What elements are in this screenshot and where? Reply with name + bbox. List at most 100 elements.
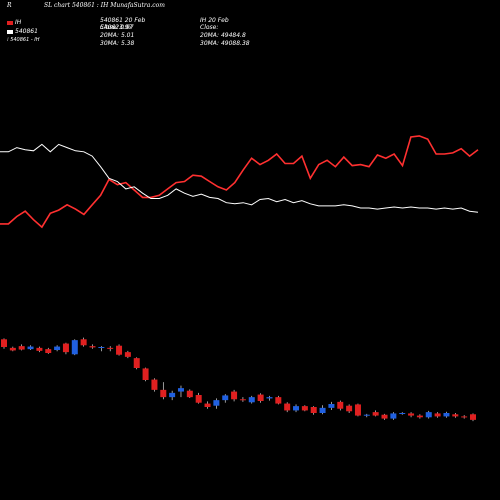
candle-body (372, 412, 379, 416)
candle (18, 344, 25, 351)
candle (266, 395, 273, 401)
candle-body (36, 347, 43, 351)
candle (319, 405, 326, 415)
white-series-line (0, 143, 479, 213)
candle-body (204, 403, 211, 407)
candle-body (434, 413, 441, 417)
candle-body (18, 346, 25, 350)
candle (434, 412, 441, 418)
candle (328, 401, 335, 410)
candle (204, 401, 211, 409)
legend-swatch-red (7, 20, 13, 25)
candle (416, 414, 423, 419)
candle (222, 394, 229, 403)
candle-body (9, 347, 16, 351)
candle-body (133, 358, 140, 368)
candle-body (248, 397, 255, 403)
candle-body (151, 379, 158, 390)
legend-swatch-white (7, 29, 13, 34)
candle (346, 404, 353, 413)
candle (461, 415, 468, 419)
candle-body (416, 415, 423, 418)
candle (239, 397, 246, 402)
candle (80, 337, 87, 347)
candle (177, 385, 184, 398)
candle-body (319, 407, 326, 413)
candle-body (301, 406, 308, 411)
candle (71, 339, 78, 356)
candle (452, 413, 459, 418)
candle (248, 395, 255, 404)
candle (425, 410, 432, 419)
info-col2-line3: 20MA: 49484.8 (200, 32, 246, 39)
candle (107, 346, 114, 352)
candle-body (354, 404, 361, 416)
info-col1-line2: Close: 0.97 (100, 24, 134, 31)
candle (470, 413, 476, 422)
info-col2-line2: Close: (200, 24, 219, 31)
candle (301, 405, 308, 412)
legend-series3-label: 540861 - IH (10, 37, 40, 43)
candle-body (195, 395, 202, 403)
candle (160, 382, 167, 400)
candle (293, 404, 300, 413)
candle-body (107, 347, 114, 349)
candle (1, 338, 7, 349)
candle (257, 393, 264, 403)
candle (36, 346, 43, 353)
candle-body (116, 345, 123, 355)
candle-body (284, 403, 291, 411)
legend-series2-label: 540861 (15, 28, 38, 35)
candle-body (98, 347, 105, 348)
candle-body (62, 343, 69, 353)
info-col1-line3: 20MA: 5.01 (100, 32, 135, 39)
candle-body (142, 368, 149, 380)
legend-series2: 540861 (7, 28, 38, 35)
candle-body (310, 407, 317, 413)
candle-body (425, 412, 432, 418)
candle-body (213, 400, 220, 406)
candle-body (1, 339, 7, 347)
candle-body (231, 391, 238, 400)
corner-label: R (7, 2, 12, 9)
candle-body (27, 346, 34, 350)
candle-body (390, 413, 397, 419)
candle-body (169, 392, 176, 398)
candle (213, 398, 220, 409)
candle-body (222, 395, 229, 401)
candle (98, 346, 105, 352)
candle-body (461, 416, 468, 418)
candle-body (89, 346, 96, 348)
candle-body (45, 349, 52, 353)
legend-series1: IH (7, 19, 21, 26)
candle (337, 400, 344, 411)
candle (231, 389, 238, 402)
candle (54, 345, 61, 352)
candle (169, 390, 176, 401)
candle (443, 411, 450, 418)
legend-dots-icon: ⁞ (7, 37, 11, 43)
info-col1-line1: 540861 20 Feb (100, 17, 146, 24)
candle (116, 344, 123, 356)
candle-body (381, 414, 388, 419)
candle (390, 412, 397, 420)
red-series-line (0, 135, 479, 229)
candle (151, 378, 158, 392)
candle-body (275, 397, 282, 404)
candle (195, 392, 202, 404)
candle-body (160, 389, 167, 398)
candle-body (239, 399, 246, 401)
candle (354, 403, 361, 417)
candle (399, 412, 406, 415)
candle (275, 395, 282, 405)
candle (142, 367, 149, 382)
candle (45, 347, 52, 354)
candle-body (257, 394, 264, 401)
candle-body (443, 413, 450, 417)
candle-body (54, 346, 61, 350)
candle-body (293, 406, 300, 411)
candle-body (177, 388, 184, 392)
candle-body (470, 414, 476, 420)
candle-body (363, 414, 370, 416)
